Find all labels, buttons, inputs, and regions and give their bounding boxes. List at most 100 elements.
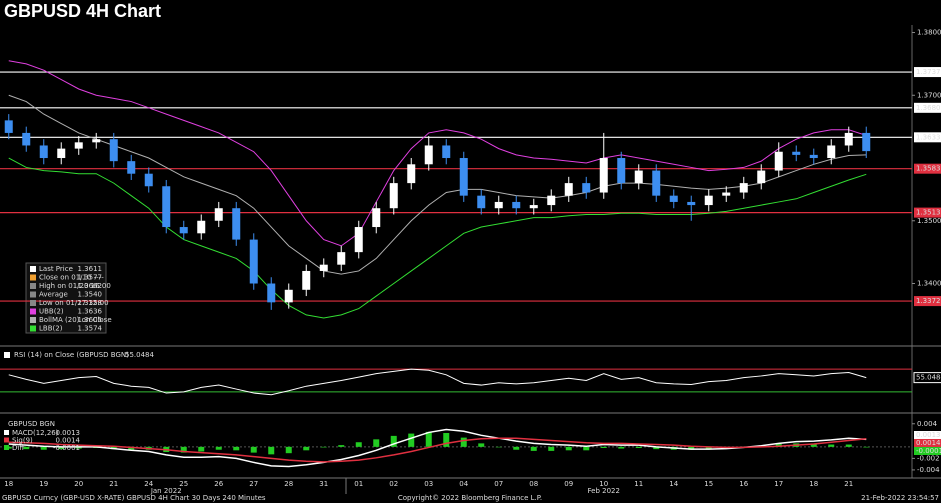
diff-bar — [478, 443, 485, 447]
legend-swatch — [30, 317, 36, 323]
rsi-line — [8, 368, 867, 396]
level-label: 1.3513 — [916, 209, 941, 217]
diff-bar — [443, 433, 450, 447]
diff-bar — [390, 435, 397, 447]
candle-body — [669, 195, 678, 202]
legend-value: -0.0001 — [53, 444, 80, 452]
candle-body — [477, 195, 486, 209]
candle-body — [529, 205, 538, 209]
diff-bar — [810, 443, 817, 447]
candle-body — [704, 195, 713, 206]
candle-body — [57, 148, 66, 159]
x-tick-label: 14 — [669, 480, 678, 488]
legend-value: 1.3611 — [78, 265, 103, 273]
diff-bar — [863, 446, 870, 448]
level-label: 1.3737 — [916, 68, 941, 76]
legend-label: LBB(2) — [39, 325, 63, 333]
x-tick-label: 20 — [74, 480, 83, 488]
candle-body — [652, 170, 661, 196]
y-tick-label: 1.3700 — [917, 91, 941, 99]
diff-bar — [425, 431, 432, 447]
legend-swatch — [30, 283, 36, 289]
legend-swatch — [30, 266, 36, 272]
value-box — [913, 372, 941, 384]
diff-bar — [495, 446, 502, 448]
diff-bar — [618, 446, 625, 449]
legend-swatch — [30, 274, 36, 281]
legend-label: Average — [39, 291, 68, 299]
legend-label: Close on 01/10 ---- — [39, 274, 104, 282]
candle-body — [459, 158, 468, 196]
candle-body — [319, 264, 328, 271]
y-tick-label: -0.004 — [917, 466, 940, 474]
month-label: Jan 2022 — [150, 487, 182, 495]
x-tick-label: 19 — [39, 480, 48, 488]
candle-body — [634, 170, 643, 184]
legend-value: 0.0014 — [56, 437, 81, 445]
x-tick-label: 27 — [249, 480, 258, 488]
legend-label: Diff — [12, 444, 24, 452]
legend-label: High on 01/20 16:00 — [39, 282, 111, 290]
x-tick-label: 25 — [179, 480, 188, 488]
candle-body — [442, 145, 451, 159]
value-box-label: -0.0001 — [916, 447, 941, 455]
x-tick-label: 04 — [459, 480, 468, 488]
candle-body — [39, 145, 48, 159]
level-label-box — [914, 163, 941, 174]
legend-swatch — [4, 437, 9, 443]
x-tick-label: 07 — [494, 480, 503, 488]
level-label: 1.3680 — [916, 104, 941, 112]
legend-swatch — [30, 291, 36, 298]
diff-bar — [408, 433, 415, 447]
level-label-box — [914, 67, 941, 78]
candle-body — [197, 220, 206, 234]
level-label: 1.3583 — [916, 165, 941, 173]
diff-bar — [828, 444, 835, 447]
diff-bar — [215, 446, 222, 450]
candle-body — [372, 208, 381, 228]
candle-body — [739, 183, 748, 193]
band-line — [8, 157, 867, 319]
legend-swatch — [30, 300, 36, 306]
legend-label: MACD(12,26) — [12, 429, 59, 437]
diff-bar — [565, 446, 572, 451]
x-tick-label: 21 — [109, 480, 118, 488]
value-box-label: 55.0484 — [916, 374, 941, 382]
value-box — [914, 447, 941, 455]
candle-body — [424, 145, 433, 165]
candle-body — [249, 239, 258, 284]
diff-bar — [775, 443, 782, 447]
panel-title: RSI (14) on Close (GBPUSD BGN) — [14, 351, 129, 359]
candle-body — [564, 183, 573, 196]
candle-body — [284, 289, 293, 303]
diff-bar — [653, 446, 660, 450]
diff-bar — [268, 446, 275, 455]
diff-bar — [355, 442, 362, 447]
candle-body — [617, 158, 626, 184]
legend-value: 1.3605 — [78, 316, 103, 324]
x-tick-label: 01 — [354, 480, 363, 488]
diff-bar — [198, 446, 205, 452]
x-tick-label: 26 — [214, 480, 223, 488]
candle-body — [4, 120, 13, 133]
candle-body — [92, 139, 101, 143]
legend-value: 0.0013 — [56, 429, 81, 437]
legend-label: Last Price — [39, 265, 73, 273]
level-label: 1.3372 — [916, 297, 941, 305]
candle-body — [687, 201, 696, 206]
diff-bar — [180, 446, 187, 453]
diff-bar — [75, 446, 82, 449]
candle-body — [337, 252, 346, 265]
value-box-label: 0.0013 — [916, 431, 941, 439]
diff-bar — [320, 446, 327, 448]
candle-body — [862, 132, 871, 152]
y-tick-label: 0.004 — [917, 420, 938, 428]
legend-label: UBB(2) — [39, 308, 64, 316]
candle-body — [599, 158, 608, 193]
diff-bar — [233, 446, 240, 451]
legend-swatch — [30, 325, 36, 332]
diff-bar — [285, 446, 292, 454]
diff-bar — [600, 446, 607, 448]
candle-body — [144, 173, 153, 187]
